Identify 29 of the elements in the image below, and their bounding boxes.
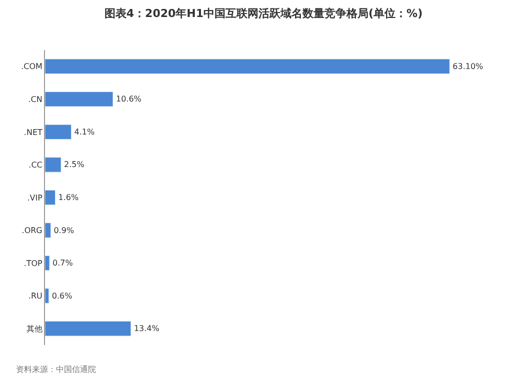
data-label: 4.1% [74, 127, 96, 136]
data-label: 13.4% [134, 324, 160, 334]
y-tick-label: .ORG [22, 226, 42, 236]
bar [45, 222, 52, 238]
data-label: 10.6% [116, 94, 142, 104]
data-label: 0.9% [54, 226, 74, 235]
bar [45, 320, 132, 336]
y-tick-label: .VIP [27, 193, 43, 202]
y-tick-label: .TOP [24, 258, 43, 268]
bar [45, 190, 56, 206]
data-label: 63.10% [452, 62, 484, 71]
text: 资料来源：中国信通院 [16, 365, 96, 374]
y-tick-label: 其他 [26, 324, 42, 334]
bar [45, 255, 50, 271]
chart-title: 图表4：2020年H1中国互联网活跃域名数量竞争格局(单位：%) [104, 7, 423, 20]
bar [45, 288, 50, 304]
y-tick-label: .RU [28, 292, 43, 301]
y-tick-label: .COM [21, 62, 42, 72]
data-label: 1.6% [58, 193, 79, 202]
y-tick-label: .CC [28, 160, 43, 170]
y-tick-label: .CN [28, 94, 42, 104]
y-tick-label: .NET [24, 128, 43, 137]
data-label: 0.6% [52, 291, 73, 300]
bar [45, 157, 62, 172]
data-label: 0.7% [52, 258, 74, 268]
data-label: 2.5% [64, 160, 85, 170]
bar [45, 58, 450, 74]
bar [45, 92, 114, 107]
bar [45, 124, 72, 140]
